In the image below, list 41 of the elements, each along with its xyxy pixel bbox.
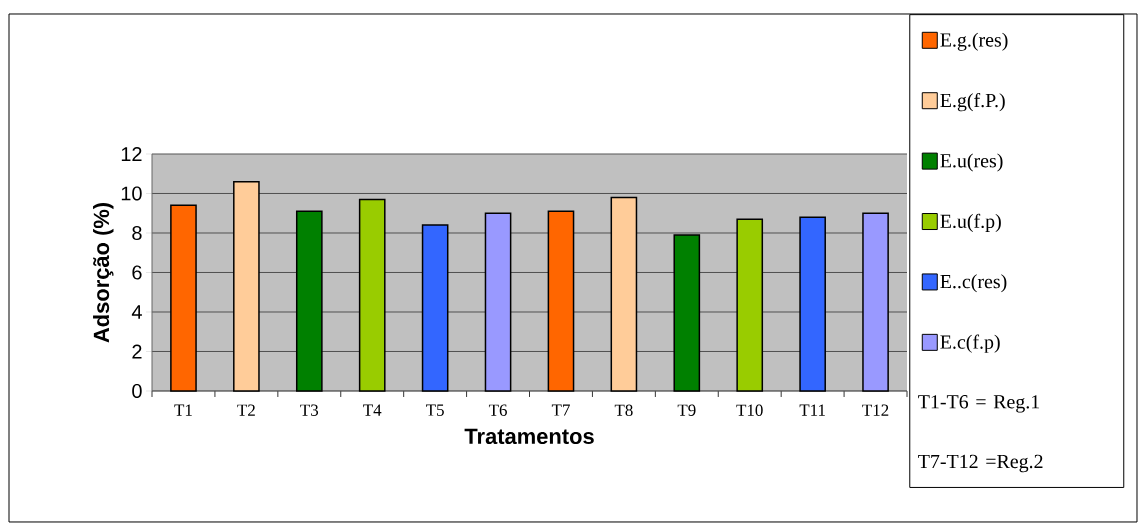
x-axis-title: Tratamentos: [464, 428, 594, 445]
y-tick-label: 6: [132, 265, 142, 280]
x-tick-label: T3: [300, 404, 319, 416]
legend-label: E.g(f.P.): [940, 92, 1005, 112]
legend-label: E.u(res): [940, 153, 1003, 172]
x-tick-label: T6: [488, 404, 507, 416]
bar: [547, 210, 575, 392]
bar: [170, 204, 197, 392]
bar: [233, 180, 260, 392]
text: T1-T6 = Reg.1: [918, 395, 1040, 413]
x-tick-label: T10: [736, 404, 763, 416]
text: T7-T12 =Reg.2: [918, 454, 1043, 473]
x-tick-label: T11: [799, 404, 825, 416]
y-tick-label: 4: [131, 305, 142, 319]
y-tick-label: 2: [132, 344, 142, 359]
bar: [610, 196, 638, 392]
bar: [799, 216, 826, 392]
bar: [295, 210, 323, 392]
y-tick-label: 8: [132, 225, 142, 241]
x-tick-label: T12: [862, 404, 889, 416]
legend-label: E.u(f.p): [940, 213, 1001, 233]
bar: [484, 212, 512, 392]
bar: [421, 224, 449, 392]
x-tick-label: T8: [614, 404, 633, 416]
x-tick-label: T4: [363, 404, 382, 416]
y-tick-label: 10: [121, 186, 142, 201]
x-tick-label: T5: [426, 404, 444, 416]
x-tick-label: T1: [174, 404, 192, 416]
legend-label: E.g.(res): [940, 32, 1008, 51]
legend-label: E..c(res): [940, 274, 1007, 293]
bar: [358, 198, 386, 392]
bar: [862, 212, 889, 392]
y-tick-label: 0: [132, 383, 142, 399]
y-axis-title: Adsorção (%): [93, 202, 114, 343]
bar: [736, 218, 764, 392]
y-tick-label: 12: [121, 147, 142, 161]
x-tick-label: T9: [677, 404, 696, 416]
bar: [673, 234, 701, 392]
x-tick-label: T7: [551, 404, 570, 416]
legend-label: E.c(f.p): [940, 334, 1000, 353]
x-tick-label: T2: [237, 404, 255, 416]
